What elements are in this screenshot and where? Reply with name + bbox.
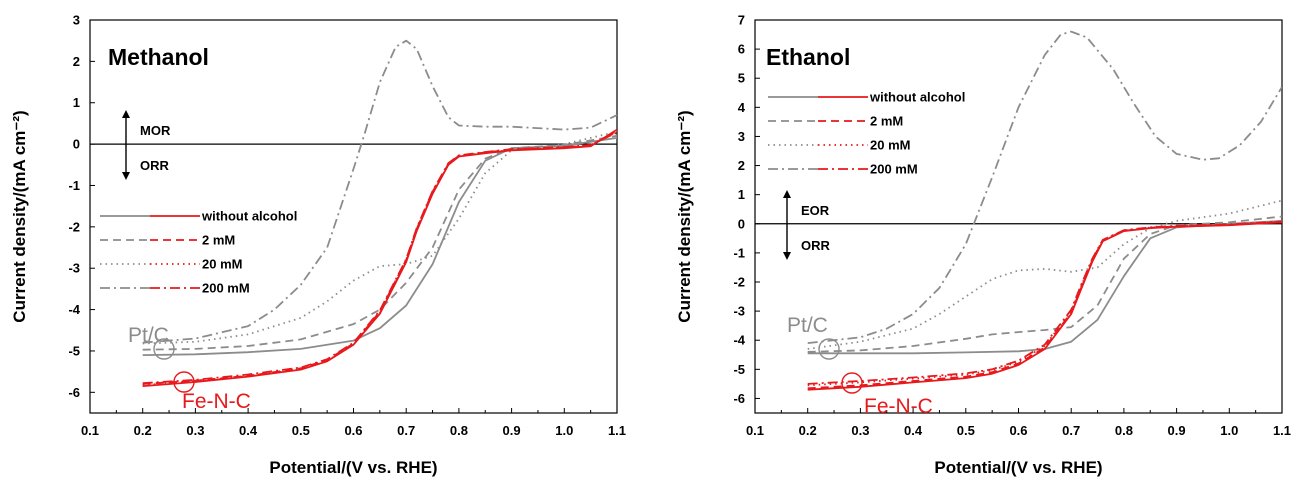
- catalyst-label: Pt/C: [128, 324, 169, 347]
- y-tick-label: -1: [733, 245, 745, 260]
- catalyst-marker-circle: [818, 338, 840, 360]
- legend-label: 20 mM: [202, 257, 242, 272]
- series-line-fenc-dash: [807, 221, 1282, 390]
- legend-label: 200 mM: [202, 281, 250, 296]
- x-tick-label: 0.2: [134, 423, 152, 438]
- y-tick-label: 3: [738, 129, 745, 144]
- x-tick-label: 0.4: [904, 423, 923, 438]
- y-tick-label: -5: [733, 362, 745, 377]
- reduction-label: ORR: [140, 158, 170, 173]
- y-tick-label: 4: [738, 100, 746, 115]
- x-tick-label: 0.9: [1168, 423, 1186, 438]
- y-tick-label: 2: [738, 158, 745, 173]
- y-tick-label: -2: [733, 275, 745, 290]
- x-tick-label: 0.3: [186, 423, 204, 438]
- y-tick-label: -6: [68, 385, 80, 400]
- y-tick-label: -4: [733, 333, 745, 348]
- legend-label: 2 mM: [870, 114, 903, 129]
- x-tick-label: 0.9: [503, 423, 521, 438]
- x-tick-label: 0.4: [239, 423, 258, 438]
- oxidation-label: EOR: [801, 203, 830, 218]
- x-axis-title: Potential/(V vs. RHE): [269, 458, 437, 477]
- arrow-up-icon: [122, 110, 130, 118]
- x-tick-label: 1.0: [555, 423, 573, 438]
- x-tick-label: 0.7: [397, 423, 415, 438]
- legend-label: 20 mM: [870, 138, 910, 153]
- y-tick-label: 1: [73, 95, 80, 110]
- y-tick-label: -6: [733, 391, 745, 406]
- chart-panel-0: 0.1 0.2 0.3 0.4 0.5 0.6 0.7 0.8 0.9 1.0 1.1 -6 -5 -4 -…: [10, 13, 626, 478]
- legend-label: without alcohol: [869, 90, 965, 105]
- x-tick-label: 0.5: [292, 423, 310, 438]
- x-tick-label: 0.3: [851, 423, 869, 438]
- y-tick-label: -4: [68, 302, 80, 317]
- legend-label: without alcohol: [201, 209, 297, 224]
- legend-label: 200 mM: [870, 162, 918, 177]
- x-tick-label: 0.8: [450, 423, 468, 438]
- x-tick-label: 0.6: [344, 423, 362, 438]
- y-tick-label: -3: [733, 304, 745, 319]
- reduction-label: ORR: [801, 238, 831, 253]
- series-line-ptc-dashdot: [807, 30, 1282, 344]
- catalyst-label: Fe-N-C: [864, 395, 933, 418]
- x-tick-label: 0.5: [957, 423, 975, 438]
- y-tick-label: -2: [68, 219, 80, 234]
- y-tick-label: -3: [68, 261, 80, 276]
- y-tick-label: -5: [68, 343, 80, 358]
- series-line-ptc-dash: [807, 215, 1282, 353]
- catalyst-marker-circle: [173, 371, 195, 393]
- series-line-fenc-solid: [807, 221, 1282, 391]
- catalyst-marker-circle: [153, 338, 175, 360]
- catalyst-label: Fe-N-C: [182, 390, 251, 413]
- x-axis-title: Potential/(V vs. RHE): [934, 458, 1102, 477]
- x-tick-label: 0.8: [1115, 423, 1133, 438]
- y-tick-label: 6: [738, 42, 745, 57]
- chart-panel-1: 0.1 0.2 0.3 0.4 0.5 0.6 0.7 0.8 0.9 1.0 1.1 -6 -5 -4 -…: [675, 13, 1291, 478]
- y-tick-label: 5: [738, 71, 745, 86]
- series-line-fenc-dashdot: [807, 220, 1282, 385]
- series-line-ptc-dashdot: [142, 39, 617, 344]
- oxidation-label: MOR: [140, 123, 171, 138]
- series-line-ptc-solid: [807, 220, 1282, 355]
- y-tick-label: 3: [73, 13, 80, 28]
- y-tick-label: -1: [68, 178, 80, 193]
- series-line-ptc-dot: [807, 199, 1282, 350]
- x-tick-label: 0.6: [1009, 423, 1027, 438]
- x-tick-label: 1.0: [1220, 423, 1238, 438]
- series-line-fenc-dot: [807, 220, 1282, 387]
- x-tick-label: 1.1: [1273, 423, 1291, 438]
- panel-title: Ethanol: [766, 44, 850, 70]
- legend-label: 2 mM: [202, 233, 235, 248]
- y-axis-title: Current density/(mA cm⁻²): [675, 110, 694, 322]
- catalyst-label: Pt/C: [787, 314, 828, 337]
- y-tick-label: 2: [73, 54, 80, 69]
- panel-title: Methanol: [108, 44, 209, 70]
- x-tick-label: 1.1: [608, 423, 626, 438]
- y-tick-label: 1: [738, 187, 745, 202]
- y-tick-label: 0: [738, 216, 745, 231]
- series-line-fenc-dashdot: [142, 131, 617, 385]
- arrow-down-icon: [783, 252, 791, 260]
- y-axis-title: Current density/(mA cm⁻²): [10, 110, 29, 322]
- arrow-up-icon: [783, 190, 791, 198]
- y-tick-label: 0: [73, 137, 80, 152]
- x-tick-label: 0.1: [746, 423, 764, 438]
- y-tick-label: 7: [738, 13, 745, 28]
- catalyst-marker-circle: [841, 372, 863, 394]
- arrow-down-icon: [122, 172, 130, 180]
- x-tick-label: 0.2: [799, 423, 817, 438]
- x-tick-label: 0.1: [81, 423, 99, 438]
- x-tick-label: 0.7: [1062, 423, 1080, 438]
